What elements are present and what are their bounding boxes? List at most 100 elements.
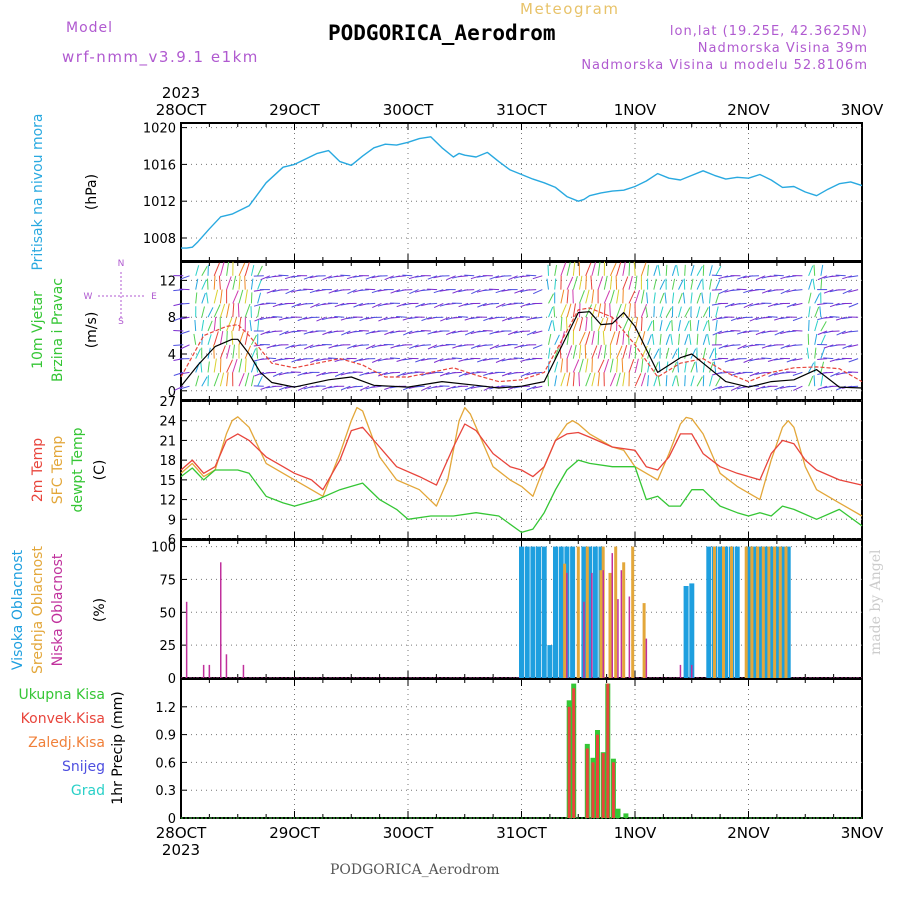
wind-arrow: [519, 275, 531, 278]
wind-arrow: [219, 289, 223, 304]
wind-arrow: [715, 279, 721, 290]
wind-arrow: [532, 371, 543, 374]
wind-arrow: [201, 279, 207, 290]
wind-arrow: [219, 303, 226, 318]
wind-arrow: [427, 344, 438, 350]
wind-arrow: [711, 289, 722, 291]
wind-arrow: [690, 278, 694, 290]
wind-arrow: [565, 316, 568, 332]
cloud-high-bar: [763, 546, 768, 678]
wind-arrow: [829, 316, 840, 318]
cloud-low-bar: [202, 664, 205, 678]
wind-arrow: [755, 385, 766, 390]
wind-arrow: [603, 275, 608, 290]
wind-arrow: [173, 371, 184, 376]
wind-arrow: [464, 385, 475, 391]
wind-arrow: [715, 292, 720, 304]
wind-arrow: [820, 321, 827, 332]
wind-arrow: [702, 307, 709, 318]
wind-arrow: [712, 385, 723, 391]
precip-total-bar: [623, 813, 629, 818]
cloud-high-bar: [780, 546, 785, 678]
wind-arrow: [566, 303, 572, 318]
cloud-high-bar: [536, 546, 541, 678]
wind-arrow: [579, 331, 586, 346]
wind-arrow: [507, 358, 518, 360]
wind-arrow: [226, 330, 228, 345]
y-tick-label: 0.3: [155, 784, 176, 799]
wind-arrow: [554, 361, 559, 373]
wind-arrow: [501, 371, 512, 377]
wind-arrow: [682, 292, 686, 304]
wind-arrow: [207, 361, 210, 373]
wind-arrow: [566, 372, 571, 387]
wind-arrow: [232, 275, 237, 290]
wind-arrow: [709, 278, 712, 290]
cloud-mid-bar: [756, 546, 760, 678]
wind-arrow: [532, 385, 543, 389]
wind-arrow: [464, 330, 475, 336]
wind-arrow: [814, 293, 821, 304]
wind-arrow: [709, 265, 713, 276]
wind-arrow: [291, 302, 302, 308]
wind-arrow: [808, 278, 813, 290]
wind-arrow: [603, 344, 607, 359]
wind-arrow: [597, 344, 602, 359]
wind-arrow: [532, 344, 543, 349]
wind-arrow: [653, 306, 655, 318]
wind-arrow: [774, 316, 784, 321]
wind-arrow: [495, 358, 506, 363]
wind-arrow: [755, 358, 766, 360]
wind-arrow: [238, 262, 246, 277]
wind-arrow: [647, 334, 652, 345]
wind-arrow: [213, 289, 219, 304]
wind-arrow: [458, 316, 469, 318]
wind-arrow: [303, 330, 314, 335]
wind-arrow: [352, 371, 363, 373]
wind-arrow: [671, 265, 677, 276]
wind-arrow: [591, 358, 593, 373]
wind-arrow: [179, 371, 190, 375]
wind-arrow: [488, 288, 500, 291]
wind-arrow: [718, 289, 729, 295]
wind-arrow: [389, 371, 401, 374]
wind-arrow: [420, 330, 431, 332]
wind-arrow: [829, 275, 840, 278]
wind-arrow: [597, 276, 604, 290]
wind-arrow: [848, 289, 859, 293]
wind-arrow: [731, 385, 741, 391]
wind-arrow: [195, 265, 200, 276]
y-tick-label: 21: [159, 434, 176, 449]
cloud-high-bar: [774, 546, 780, 678]
wind-arrow: [548, 320, 553, 332]
wind-arrow: [226, 372, 229, 387]
wind-arrow: [483, 371, 493, 376]
wind-arrow: [195, 348, 201, 359]
wind-arrow: [250, 334, 257, 346]
wind-arrow: [597, 359, 605, 373]
cloud-high-bar: [723, 546, 729, 678]
cloud-high-bar: [717, 546, 723, 678]
wind-arrow: [616, 330, 620, 345]
wind-arrow: [207, 278, 209, 290]
wind-arrow: [761, 357, 772, 360]
wind-arrow: [696, 306, 701, 318]
wind-arrow: [383, 358, 394, 360]
y-axis-label: Brzina i Pravac: [50, 278, 66, 382]
wind-arrow: [384, 330, 394, 336]
wind-arrow: [702, 278, 704, 290]
wind-arrow: [678, 320, 681, 332]
wind-arrow: [303, 302, 314, 305]
wind-arrow: [696, 292, 702, 304]
wind-arrow: [842, 275, 853, 280]
wind-arrow: [396, 316, 407, 318]
y-tick-label: 1020: [143, 122, 176, 137]
wind-arrow: [773, 274, 784, 277]
wind-arrow: [566, 330, 570, 345]
wind-arrow: [572, 372, 575, 387]
wind-arrow: [767, 302, 778, 308]
wind-arrow: [390, 344, 401, 349]
wind-arrow: [622, 276, 629, 290]
wind-arrow: [773, 289, 784, 291]
x-tick-label: 28OCT: [156, 824, 207, 842]
